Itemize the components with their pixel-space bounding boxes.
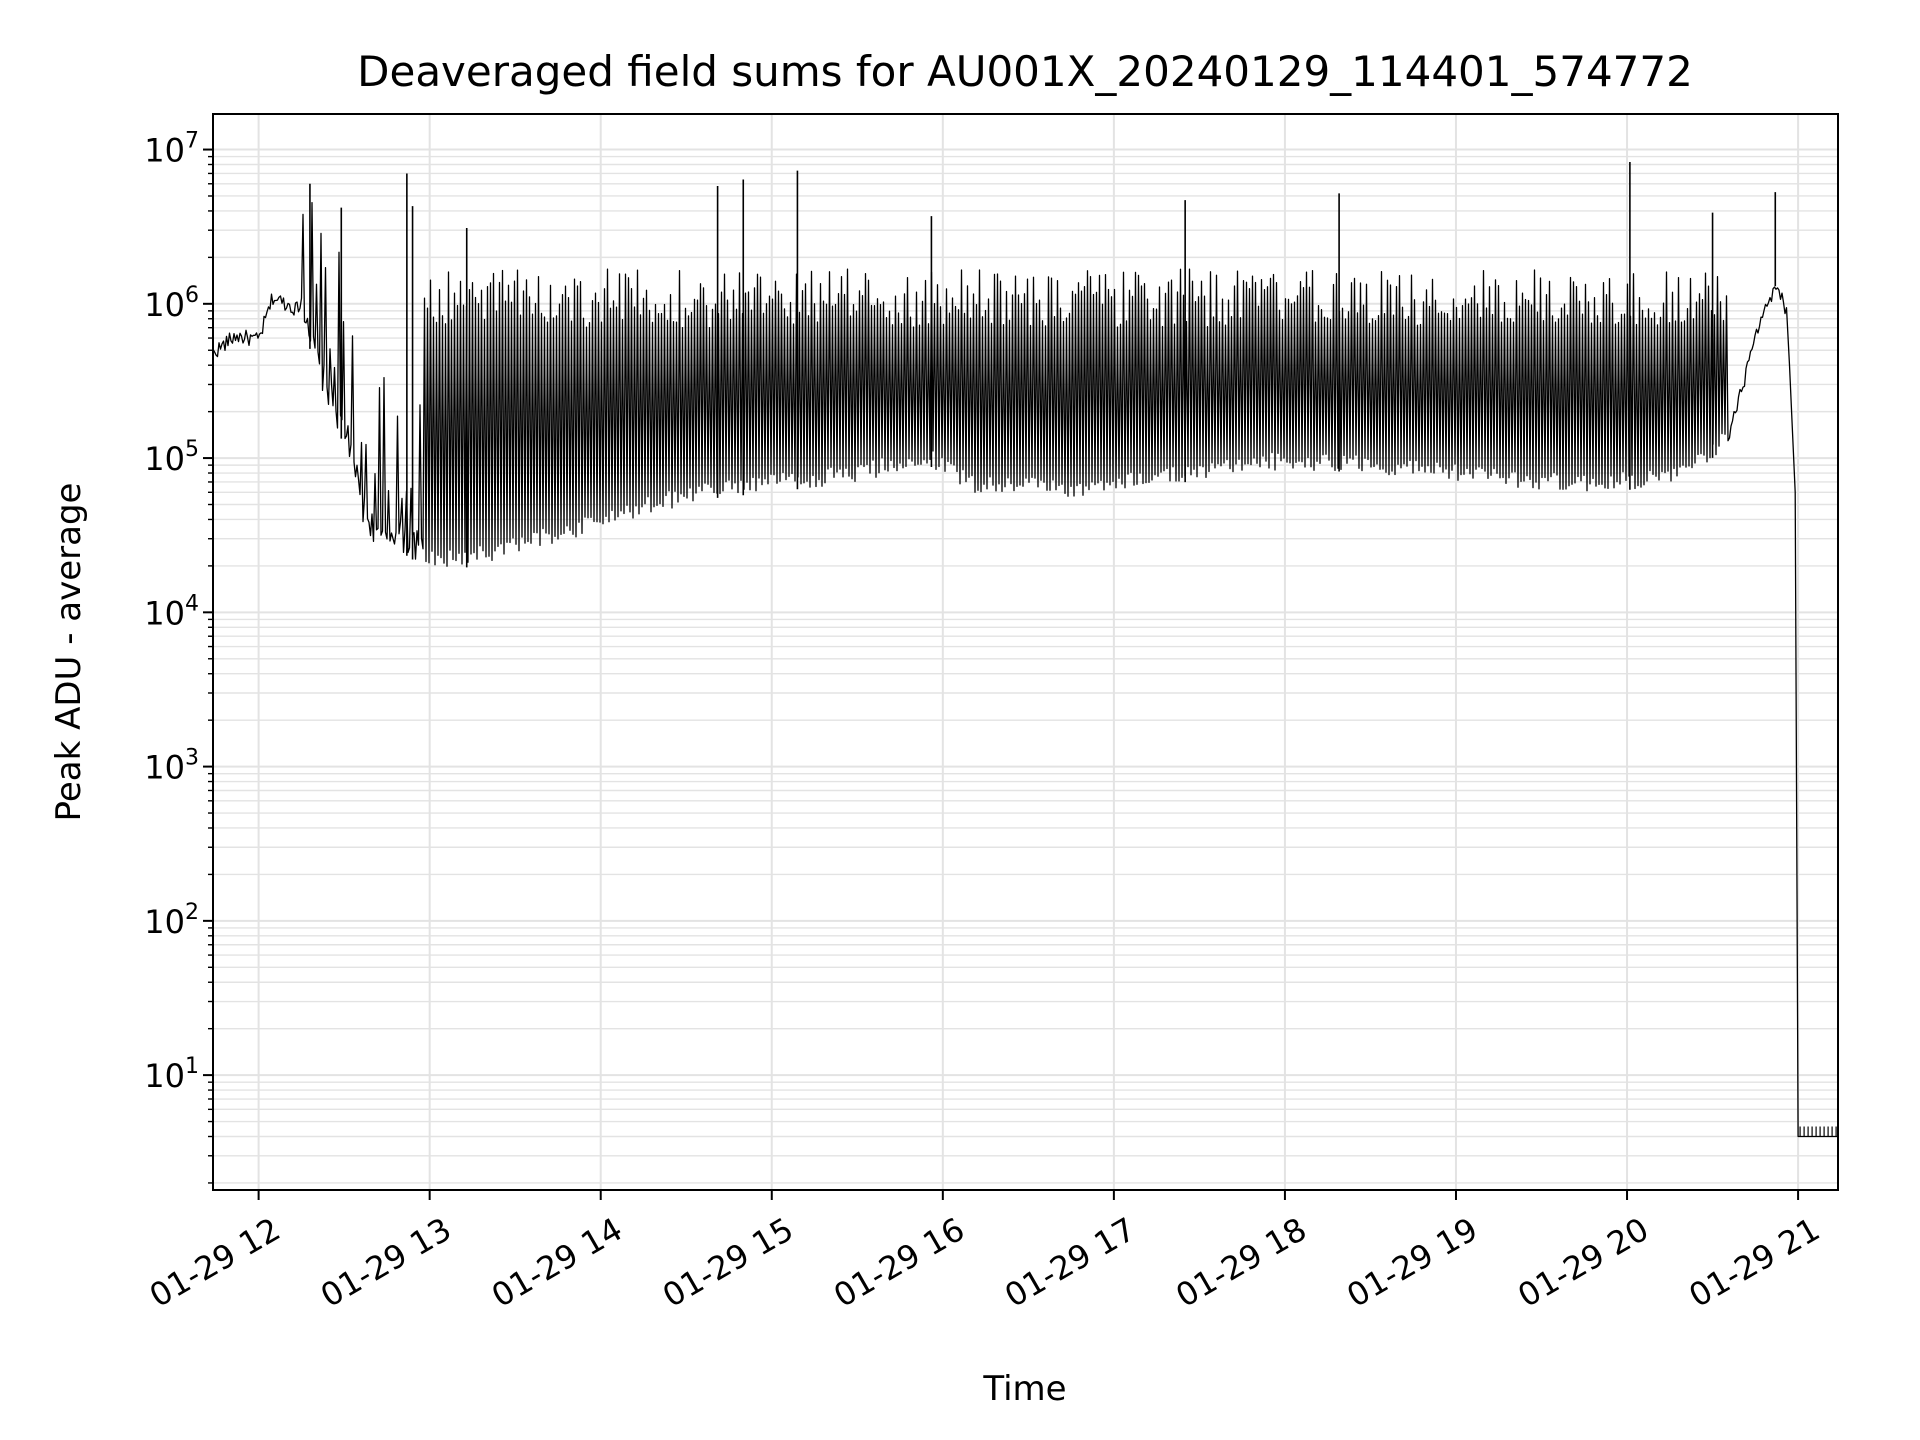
- y-tick-label-exponent: 3: [185, 746, 199, 771]
- y-axis-title: Peak ADU - average: [49, 483, 89, 822]
- x-axis-title: Time: [982, 1369, 1066, 1409]
- y-tick-label-exponent: 2: [185, 900, 199, 925]
- series-line: [212, 201, 1838, 1138]
- y-tick-label-exponent: 4: [185, 591, 199, 616]
- y-tick-label: 101: [144, 1054, 199, 1095]
- y-tick-label-base: 10: [144, 1057, 185, 1095]
- y-tick-label-base: 10: [144, 286, 185, 324]
- y-tick-label-exponent: 1: [185, 1054, 199, 1079]
- y-tick-label-exponent: 5: [185, 437, 199, 462]
- y-tick-label-base: 10: [144, 749, 185, 787]
- y-tick-label-exponent: 6: [185, 283, 199, 308]
- plot-frame: [212, 113, 1839, 1191]
- series-layer: [212, 162, 1838, 1138]
- grid: [213, 114, 1838, 1190]
- y-tick-label-exponent: 7: [185, 129, 199, 154]
- y-tick-label: 104: [144, 591, 199, 632]
- y-tick-label-base: 10: [144, 132, 185, 170]
- y-tick-label: 107: [144, 129, 199, 170]
- y-tick-label: 102: [144, 900, 199, 941]
- y-tick-label-base: 10: [144, 594, 185, 632]
- y-tick-label: 106: [144, 283, 199, 324]
- y-tick-label: 105: [144, 437, 199, 478]
- y-tick-label-base: 10: [144, 440, 185, 478]
- y-tick-label: 103: [144, 746, 199, 787]
- chart-title: Deaveraged field sums for AU001X_2024012…: [357, 47, 1693, 96]
- y-tick-label-base: 10: [144, 903, 185, 941]
